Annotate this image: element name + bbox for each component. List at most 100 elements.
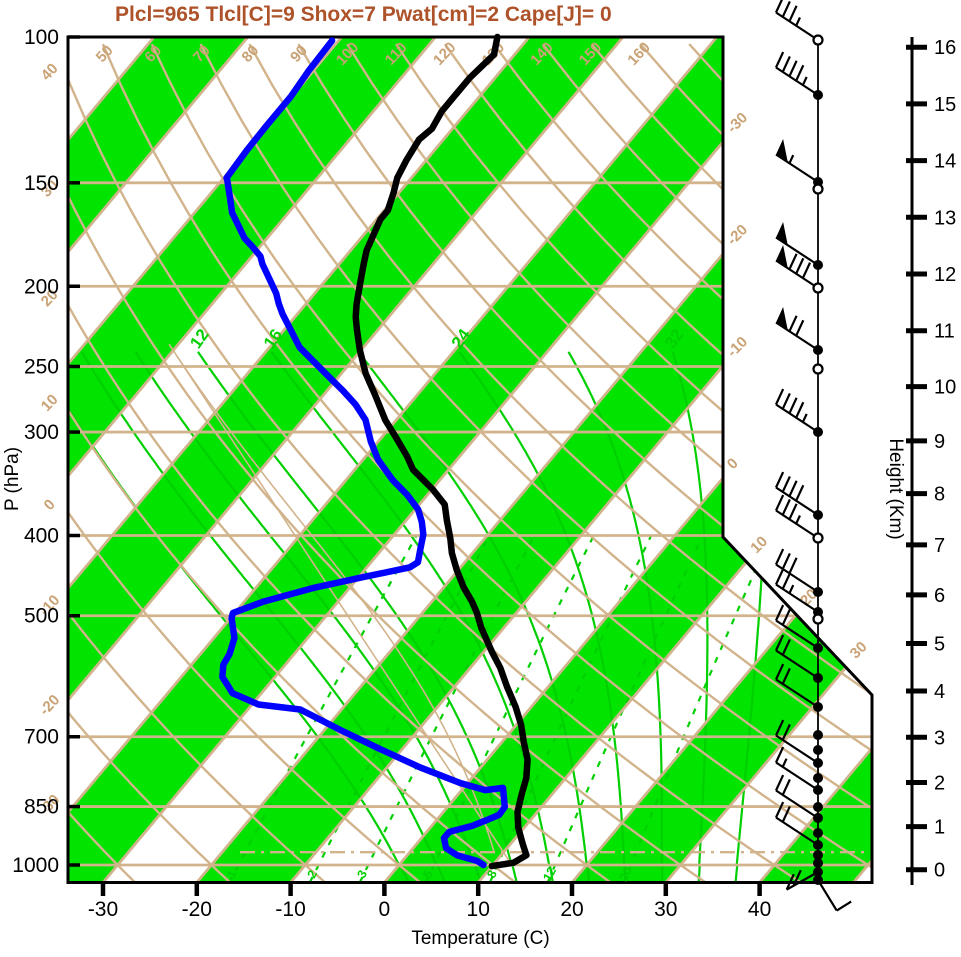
temperature-tick-label: 0 [379, 898, 391, 921]
background-line-label: 3 [354, 868, 370, 881]
background-line-label: 20 [616, 865, 635, 884]
dry-adiabat-line [297, 43, 872, 883]
dewpoint-curve [219, 37, 509, 869]
wind-level-dot [813, 702, 823, 712]
temperature-tick-label: 40 [748, 898, 771, 921]
wind-barb-column [775, 0, 852, 912]
background-line-label: 2 [305, 868, 321, 881]
moist-adiabat-line [567, 351, 664, 883]
height-tick-label: 9 [934, 431, 945, 453]
background-line-label: -20 [36, 692, 63, 719]
wind-level-dot [813, 510, 823, 520]
wind-level-dot [813, 673, 823, 683]
wind-level-dot [813, 730, 823, 740]
dry-adiabat-line [68, 43, 707, 883]
background-line-label: 12 [540, 865, 559, 884]
pressure-tick-label: 700 [24, 726, 59, 749]
wind-level-dot [813, 345, 823, 355]
height-tick-label: 15 [934, 94, 956, 116]
height-tick-label: 14 [934, 151, 956, 173]
temperature-tick-label: 10 [467, 898, 490, 921]
isotherm-line [101, 37, 812, 883]
dry-adiabat-line [68, 43, 136, 883]
wind-level-dot [813, 587, 823, 597]
temperature-tick-label: -20 [182, 898, 212, 921]
height-tick-label: 10 [934, 377, 956, 399]
height-tick-label: 13 [934, 207, 956, 229]
wind-level-dot [813, 850, 823, 860]
height-tick-label: 1 [934, 817, 945, 839]
pressure-tick-label: 150 [24, 172, 59, 195]
wind-level-dot [813, 745, 823, 755]
isotherm-line [68, 37, 625, 883]
background-line-label: -10 [724, 333, 751, 360]
wind-level-dot [813, 260, 823, 270]
plot-background [68, 37, 872, 883]
dry-adiabat-line [68, 43, 231, 883]
dry-adiabat-line [346, 43, 872, 883]
wind-level-dot [813, 773, 823, 783]
wind-level-dot [813, 875, 823, 885]
moist-adiabat-line [80, 351, 446, 883]
height-tick-label: 0 [934, 860, 945, 882]
isotherm-band [68, 37, 436, 883]
height-tick-label: 16 [934, 37, 956, 59]
moist-adiabat-line [671, 351, 709, 883]
dry-adiabat-line [248, 43, 872, 883]
pressure-tick-label: 300 [24, 421, 59, 444]
wind-level-dot [813, 858, 823, 868]
pressure-tick-label: 1000 [12, 854, 59, 877]
height-tick-label: 6 [934, 585, 945, 607]
wind-level-dot [813, 758, 823, 768]
isotherm-line [68, 37, 531, 883]
height-tick-label: 12 [934, 264, 956, 286]
wind-level-dot [813, 802, 823, 812]
isotherm-line [68, 37, 437, 883]
temperature-tick-label: -10 [275, 898, 305, 921]
background-line-label: 10 [38, 391, 62, 415]
temperature-tick-label: 20 [560, 898, 583, 921]
background-line-label: 90 [287, 42, 311, 66]
mixing-ratio-line [622, 535, 772, 883]
dry-adiabat-line [68, 43, 517, 883]
mixing-ratio-line [546, 535, 704, 883]
wind-level-dot [813, 427, 823, 437]
moist-adiabat-line [270, 351, 554, 883]
wind-level-circle [812, 363, 824, 375]
height-axis-title: Height (Km) [885, 438, 906, 540]
parcel-path [168, 343, 514, 867]
height-tick-label: 7 [934, 535, 945, 557]
wind-level-dot [813, 867, 823, 877]
mixing-ratio-line [308, 534, 491, 883]
background-line-label: 0 [724, 455, 742, 473]
isotherm-line [289, 37, 872, 883]
wind-level-dot [813, 813, 823, 823]
background-line-label: 160 [624, 39, 654, 69]
dry-adiabat-line [395, 43, 872, 883]
temperature-axis-title: Temperature (C) [411, 928, 550, 949]
pressure-axis-title: P (hPa) [2, 446, 23, 512]
dry-adiabat-line [68, 43, 326, 883]
height-tick-label: 5 [934, 634, 945, 656]
moist-adiabat-line [458, 351, 627, 883]
moist-adiabat-line [734, 351, 768, 883]
height-tick-label: 3 [934, 727, 945, 749]
background-line-label: 120 [430, 39, 460, 69]
height-tick-label: 2 [934, 772, 945, 794]
height-tick-label: 4 [934, 681, 945, 703]
dry-adiabat-line [101, 43, 872, 883]
wind-level-dot [813, 840, 823, 850]
dry-adiabat-line [68, 43, 612, 883]
pressure-tick-label: 250 [24, 355, 59, 378]
background-line-label: 0 [41, 496, 59, 514]
background-line-label: 10 [747, 533, 771, 557]
temperature-tick-label: 30 [654, 898, 677, 921]
plot-frame [66, 35, 874, 884]
wind-level-dot [813, 828, 823, 838]
isotherm-band [68, 37, 624, 883]
wind-level-dot [813, 785, 823, 795]
pressure-tick-label: 100 [24, 26, 59, 49]
